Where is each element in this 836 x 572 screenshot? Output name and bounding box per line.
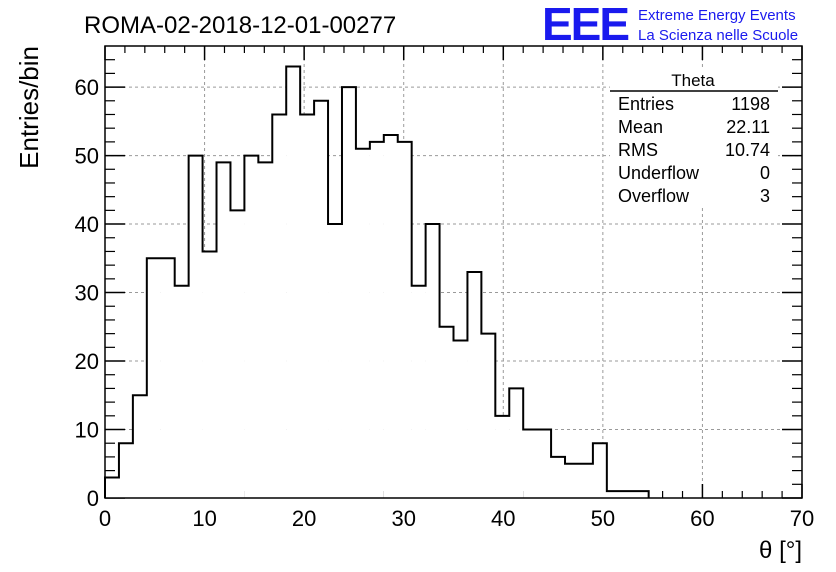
histogram-bin <box>160 258 175 498</box>
stats-row-value: 1198 <box>731 94 770 114</box>
histogram-bin <box>300 114 315 498</box>
stats-row-label: Entries <box>618 94 674 114</box>
run-title: ROMA-02-2018-12-01-00277 <box>84 12 396 39</box>
x-tick-label: 20 <box>292 506 316 531</box>
histogram-bin <box>523 429 538 498</box>
histogram-bin <box>202 251 217 498</box>
y-tick-label: 60 <box>75 75 99 100</box>
stats-row-value: 10.74 <box>725 140 770 160</box>
eee-logo-mark: EEE <box>542 0 628 50</box>
histogram-bin <box>467 272 482 498</box>
histogram-bin <box>355 148 370 498</box>
histogram-bin <box>216 162 231 498</box>
histogram-bin <box>314 100 329 499</box>
eee-logo: EEE Extreme Energy Events La Scienza nel… <box>542 0 798 50</box>
x-tick-label: 40 <box>491 506 515 531</box>
plot-frame <box>104 45 803 499</box>
histogram-bin <box>369 141 384 498</box>
stats-row-value: 22.11 <box>726 117 770 137</box>
histogram-bin <box>174 285 189 498</box>
x-tick-label: 70 <box>790 506 814 531</box>
histogram-bin <box>244 155 259 499</box>
histogram-bin <box>509 388 524 498</box>
eee-logo-line2: La Scienza nelle Scuole <box>638 27 798 44</box>
eee-logo-line1: Extreme Energy Events <box>638 7 796 24</box>
histogram-bin <box>383 135 398 498</box>
histogram-bin <box>453 340 468 498</box>
y-tick-label: 20 <box>75 349 99 374</box>
histogram-bin <box>272 114 287 498</box>
stats-rows: Entries 1198 Mean 22.11 RMS 10.74 Underflow 0 Ov… <box>618 94 770 206</box>
histogram-outline <box>104 65 650 498</box>
x-tick-label: 10 <box>192 506 216 531</box>
histogram-bin <box>551 456 566 498</box>
x-tick-label: 50 <box>591 506 615 531</box>
histogram-bin <box>606 491 621 498</box>
stats-row-value: 3 <box>760 186 770 206</box>
x-tick-label: 30 <box>391 506 415 531</box>
histogram-bin <box>537 429 552 498</box>
stats-row-label: Overflow <box>618 186 690 206</box>
histogram-bin <box>230 210 245 498</box>
y-tick-label: 30 <box>75 281 99 306</box>
histogram-bin <box>578 463 593 498</box>
stats-row-label: Mean <box>618 117 663 137</box>
histogram-bin <box>146 258 161 498</box>
histogram-bins <box>105 66 649 499</box>
histogram-bin <box>481 333 496 498</box>
histogram-bin <box>411 285 426 498</box>
stats-row-label: Underflow <box>618 163 700 183</box>
histogram-bin <box>565 463 579 498</box>
histogram-bin <box>258 162 273 498</box>
histogram-bin <box>397 141 412 498</box>
y-tick-labels: 0 10 20 30 40 50 60 <box>75 75 99 511</box>
histogram-bin <box>132 395 147 498</box>
histogram-bin <box>105 477 119 498</box>
stats-box: Theta Entries 1198 Mean 22.11 RMS 10.74 Underf… <box>610 70 778 208</box>
histogram-bin <box>439 326 454 498</box>
histogram-bin <box>118 443 133 498</box>
histogram-bin <box>425 224 440 498</box>
x-tick-labels: 0 10 20 30 40 50 60 70 <box>99 506 814 531</box>
stats-row-label: RMS <box>618 140 658 160</box>
stats-row-value: 0 <box>760 163 770 183</box>
histogram-bin <box>592 443 607 498</box>
histogram-bin <box>341 87 356 498</box>
x-tick-label: 0 <box>99 506 111 531</box>
histogram-bin <box>634 491 649 498</box>
histogram-bin <box>495 415 510 498</box>
y-tick-label: 0 <box>87 486 99 511</box>
x-tick-label: 60 <box>690 506 714 531</box>
histogram-bin <box>620 491 635 498</box>
y-axis-label: Entries/bin <box>14 46 44 169</box>
x-axis-label: θ [°] <box>759 537 802 564</box>
stats-title: Theta <box>671 71 715 90</box>
histogram-bin <box>328 224 342 498</box>
y-tick-label: 10 <box>75 418 99 443</box>
y-tick-label: 50 <box>75 144 99 169</box>
stats-box-bg <box>610 70 778 208</box>
y-tick-label: 40 <box>75 212 99 237</box>
histogram-bin <box>188 155 203 499</box>
histogram-bin <box>286 66 301 498</box>
